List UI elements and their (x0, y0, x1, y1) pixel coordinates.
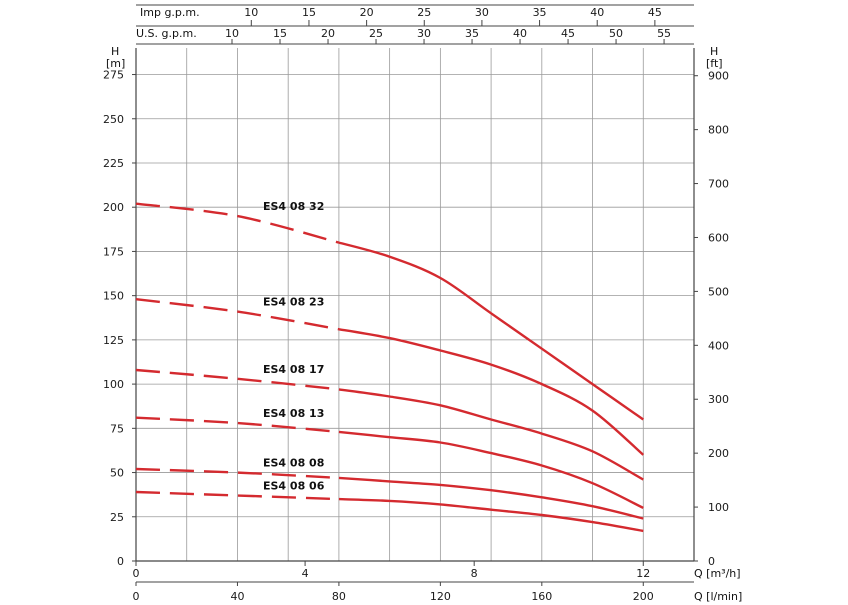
y-right-tick-label: 500 (708, 285, 729, 298)
x-imp-tick-label: 10 (244, 6, 258, 19)
x-lmin-tick-label: 200 (633, 590, 654, 603)
y-left-tick-label: 0 (117, 555, 124, 568)
x-lmin-tick-label: 80 (332, 590, 346, 603)
y-left-tick-label: 175 (103, 245, 124, 258)
x-us-tick-label: 55 (657, 27, 671, 40)
curve-solid-es4-08-17 (338, 388, 644, 481)
curve-dashed-es4-08-23 (135, 298, 340, 331)
x-imp-tick-label: 25 (417, 6, 431, 19)
x-us-tick-label: 10 (225, 27, 239, 40)
x-m3h-tick-label: 4 (302, 567, 309, 580)
y-right-tick-label: 600 (708, 231, 729, 244)
series-label: ES4 08 13 (263, 407, 324, 420)
x-imp-gpm-label: Imp g.p.m. (140, 6, 200, 19)
x-lmin-tick-label: 40 (230, 590, 244, 603)
x-lmin-tick-label: 120 (430, 590, 451, 603)
y-right-tick-label: 800 (708, 124, 729, 137)
x-imp-tick-label: 40 (590, 6, 604, 19)
x-imp-tick-label: 45 (648, 6, 662, 19)
x-imp-tick-label: 35 (533, 6, 547, 19)
curve-solid-es4-08-08 (338, 476, 644, 520)
x-m3h-axis-label: Q [m³/h] (694, 567, 741, 580)
y-left-tick-label: 50 (110, 467, 124, 480)
curve-solid-es4-08-13 (338, 430, 644, 509)
y-left-axis-label: H (111, 45, 119, 58)
x-us-tick-label: 50 (609, 27, 623, 40)
series-label: ES4 08 23 (263, 296, 324, 309)
y-left-tick-label: 275 (103, 69, 124, 82)
y-left-tick-label: 125 (103, 334, 124, 347)
curve-dashed-es4-08-32 (135, 202, 340, 244)
curve-solid-es4-08-06 (338, 497, 644, 533)
y-left-tick-label: 200 (103, 201, 124, 214)
y-left-tick-label: 250 (103, 113, 124, 126)
x-imp-tick-label: 15 (302, 6, 316, 19)
y-left-tick-label: 150 (103, 290, 124, 303)
x-m3h-tick-label: 12 (636, 567, 650, 580)
x-us-tick-label: 40 (513, 27, 527, 40)
x-us-tick-label: 45 (561, 27, 575, 40)
curve-dashed-es4-08-13 (135, 416, 340, 434)
y-right-tick-label: 0 (708, 555, 715, 568)
x-lmin-tick-label: 160 (531, 590, 552, 603)
curve-solid-es4-08-23 (338, 328, 645, 456)
performance-curves: ES4 08 32 ES4 08 23 ES4 08 17 ES4 08 13 ES4 … (135, 200, 645, 533)
y-right-tick-label: 300 (708, 393, 729, 406)
y-right-axis-label: H (710, 45, 718, 58)
x-us-tick-label: 25 (369, 27, 383, 40)
x-m3h-tick-label: 0 (133, 567, 140, 580)
series-label: ES4 08 32 (263, 200, 324, 213)
y-left-tick-label: 225 (103, 157, 124, 170)
x-m3h-tick-label: 8 (471, 567, 478, 580)
y-left-tick-label: 25 (110, 511, 124, 524)
x-us-tick-label: 30 (417, 27, 431, 40)
x-us-tick-label: 15 (273, 27, 287, 40)
series-label: ES4 08 08 (263, 457, 324, 470)
x-imp-tick-label: 20 (360, 6, 374, 19)
y-left-tick-label: 100 (103, 378, 124, 391)
y-right-axis-unit: [ft] (706, 57, 723, 70)
x-lmin-axis-label: Q [l/min] (694, 590, 742, 603)
y-right-tick-label: 200 (708, 447, 729, 460)
x-us-tick-label: 20 (321, 27, 335, 40)
plot-frame (135, 4, 695, 583)
x-lmin-tick-label: 0 (133, 590, 140, 603)
curve-dashed-es4-08-08 (135, 467, 339, 480)
y-right-tick-label: 700 (708, 178, 729, 191)
curve-dashed-es4-08-06 (135, 490, 339, 501)
x-us-gpm-label: U.S. g.p.m. (136, 27, 197, 40)
curve-dashed-es4-08-17 (135, 368, 340, 391)
y-right-tick-label: 400 (708, 339, 729, 352)
series-label: ES4 08 17 (263, 363, 324, 376)
y-left-tick-label: 75 (110, 422, 124, 435)
y-left-axis-unit: [m] (106, 57, 125, 70)
tick-labels: 0255075100125150175200225250275010020030… (103, 6, 729, 603)
y-right-tick-label: 100 (708, 501, 729, 514)
x-imp-tick-label: 30 (475, 6, 489, 19)
y-right-tick-label: 900 (708, 70, 729, 83)
series-label: ES4 08 06 (263, 480, 325, 493)
x-us-tick-label: 35 (465, 27, 479, 40)
curve-solid-es4-08-32 (338, 241, 644, 421)
